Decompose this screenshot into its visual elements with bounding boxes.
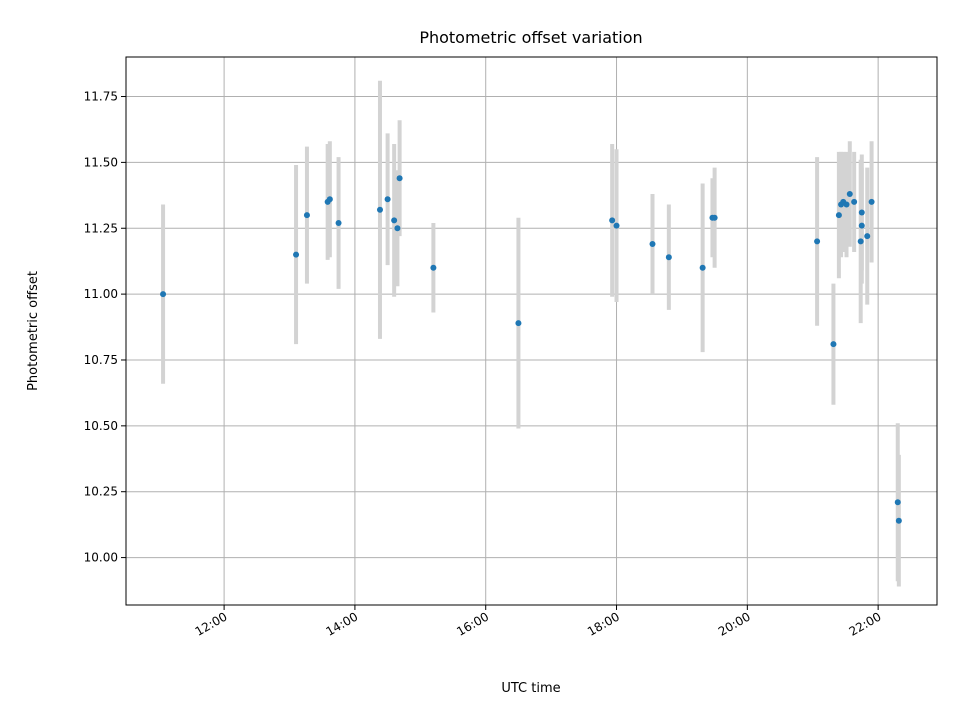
data-point [857,238,864,245]
data-point [835,212,842,219]
data-point [303,212,310,219]
data-point [293,251,300,258]
data-point [394,225,401,232]
data-point [515,320,522,327]
y-tick-label: 10.50 [84,419,118,433]
plot-frame [125,56,938,606]
y-tick-label: 10.75 [84,353,118,367]
data-point [864,233,871,240]
data-point [335,219,342,226]
tick-layer: 12:00 14:00 16:00 18:00 20:00 22:00 10.00 10.25… [84,90,884,639]
data-point [613,222,620,229]
y-tick-label: 11.25 [84,221,118,235]
y-tick-label: 10.25 [84,485,118,499]
data-point [665,254,672,261]
data-point [391,217,398,224]
point-layer [160,175,902,524]
data-point [711,214,718,221]
x-tick-label: 20:00 [716,609,753,638]
y-tick-label: 10.00 [84,551,118,565]
data-point [814,238,821,245]
data-point [858,209,865,216]
x-axis-label: UTC time [501,681,560,696]
x-tick-label: 16:00 [454,609,491,638]
data-point [858,222,865,229]
data-point [699,264,706,271]
data-point [843,201,850,208]
data-point [895,517,902,524]
x-tick-label: 22:00 [847,609,884,638]
errorbar-layer [161,80,901,587]
data-point [430,264,437,271]
data-point [384,196,391,203]
y-tick-label: 11.50 [84,155,118,169]
data-point [326,196,333,203]
x-tick-label: 12:00 [193,609,230,638]
data-point [851,198,858,205]
data-point [160,291,167,298]
x-tick-label: 14:00 [323,609,360,638]
y-tick-label: 11.00 [84,287,118,301]
data-point [609,217,616,224]
y-tick-label: 11.75 [84,90,118,104]
data-point [396,175,403,182]
data-point [376,206,383,213]
x-tick-label: 18:00 [585,609,622,638]
data-point [830,341,837,348]
grid-layer [126,57,937,605]
y-axis-label: Photometric offset [26,271,41,391]
data-point [894,499,901,506]
chart-title: Photometric offset variation [419,28,642,47]
data-point [649,241,656,248]
data-point [868,198,875,205]
data-point [846,191,853,197]
